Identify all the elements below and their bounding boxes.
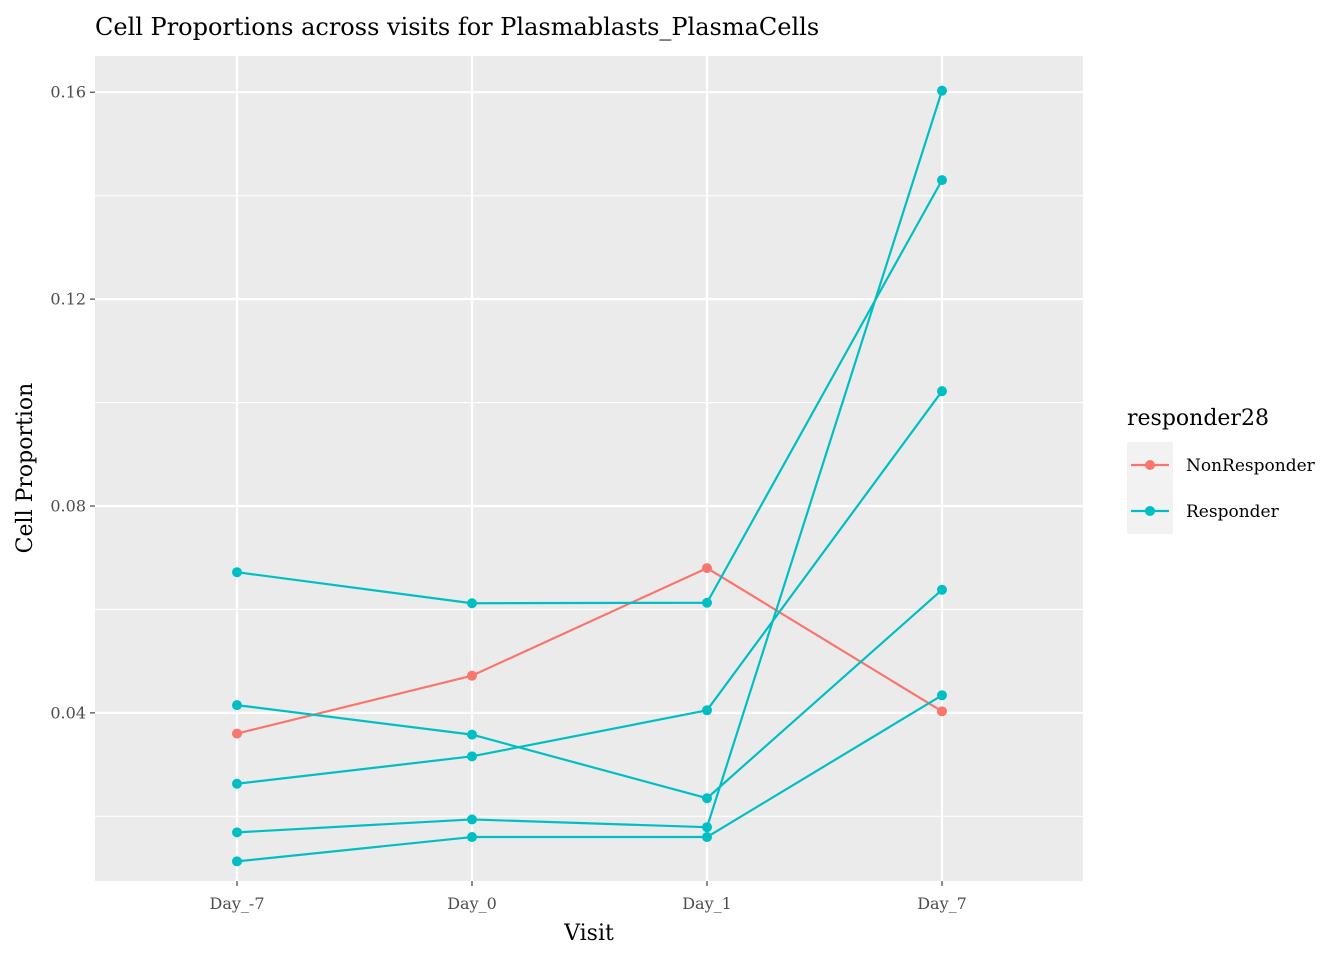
- legend-items: NonResponder Responder: [1127, 442, 1316, 534]
- data-point: [702, 597, 712, 608]
- series-responder-5: [232, 690, 947, 867]
- x-axis-title: Visit: [563, 921, 614, 946]
- series-layer: [232, 85, 947, 867]
- data-point: [232, 856, 242, 867]
- data-point: [702, 705, 712, 716]
- series-line: [236, 566, 943, 735]
- data-point: [702, 832, 712, 843]
- series-line: [236, 179, 943, 605]
- y-tick-label: 0.12: [50, 290, 86, 309]
- legend-item-nonresponder: NonResponder: [1127, 442, 1316, 488]
- series-line: [236, 90, 944, 834]
- data-point: [937, 85, 947, 96]
- axes: 0.04 0.08 0.12 0.16 Day_-7 Day_0 Day_1 Day_7: [50, 83, 966, 913]
- data-point: [232, 567, 242, 578]
- data-point: [232, 728, 242, 739]
- data-point: [937, 690, 947, 701]
- chart-title: Cell Proportions across visits for Plasm…: [95, 13, 819, 41]
- legend-label: NonResponder: [1186, 456, 1316, 476]
- data-point: [937, 706, 947, 717]
- data-point: [702, 822, 712, 833]
- series-responder-3: [232, 386, 947, 789]
- legend-key-point: [1145, 460, 1155, 470]
- data-point: [467, 598, 477, 609]
- series-line: [236, 694, 943, 863]
- series-responder-4: [232, 85, 947, 838]
- y-tick-label: 0.04: [50, 703, 86, 722]
- major-grid: [95, 56, 1083, 881]
- y-axis-title: Cell Proportion: [13, 383, 38, 554]
- data-point: [702, 793, 712, 804]
- legend-key-point: [1145, 506, 1155, 516]
- legend-title: responder28: [1127, 406, 1269, 431]
- data-point: [467, 814, 477, 825]
- series-line: [236, 588, 943, 800]
- data-point: [937, 175, 947, 186]
- x-tick-label: Day_1: [682, 894, 732, 913]
- data-point: [467, 729, 477, 740]
- x-tick-label: Day_7: [917, 894, 967, 913]
- y-tick-label: 0.08: [50, 497, 86, 516]
- legend-label: Responder: [1186, 502, 1280, 522]
- data-point: [467, 670, 477, 681]
- data-point: [937, 386, 947, 397]
- x-tick-label: Day_0: [447, 894, 497, 913]
- data-point: [232, 778, 242, 789]
- y-tick-label: 0.16: [50, 83, 86, 102]
- legend-item-responder: Responder: [1127, 488, 1280, 534]
- series-line: [236, 390, 943, 785]
- series-responder-1: [232, 175, 947, 609]
- plot-panel: [95, 56, 1083, 881]
- series-responder-2: [232, 584, 947, 804]
- data-point: [702, 563, 712, 574]
- x-tick-label: Day_-7: [210, 894, 265, 913]
- data-point: [937, 584, 947, 595]
- data-point: [232, 700, 242, 711]
- series-nonresponder-0: [232, 563, 947, 739]
- data-point: [467, 832, 477, 843]
- legend: responder28 NonResponder Responder: [1127, 406, 1316, 534]
- data-point: [467, 751, 477, 762]
- data-point: [232, 827, 242, 838]
